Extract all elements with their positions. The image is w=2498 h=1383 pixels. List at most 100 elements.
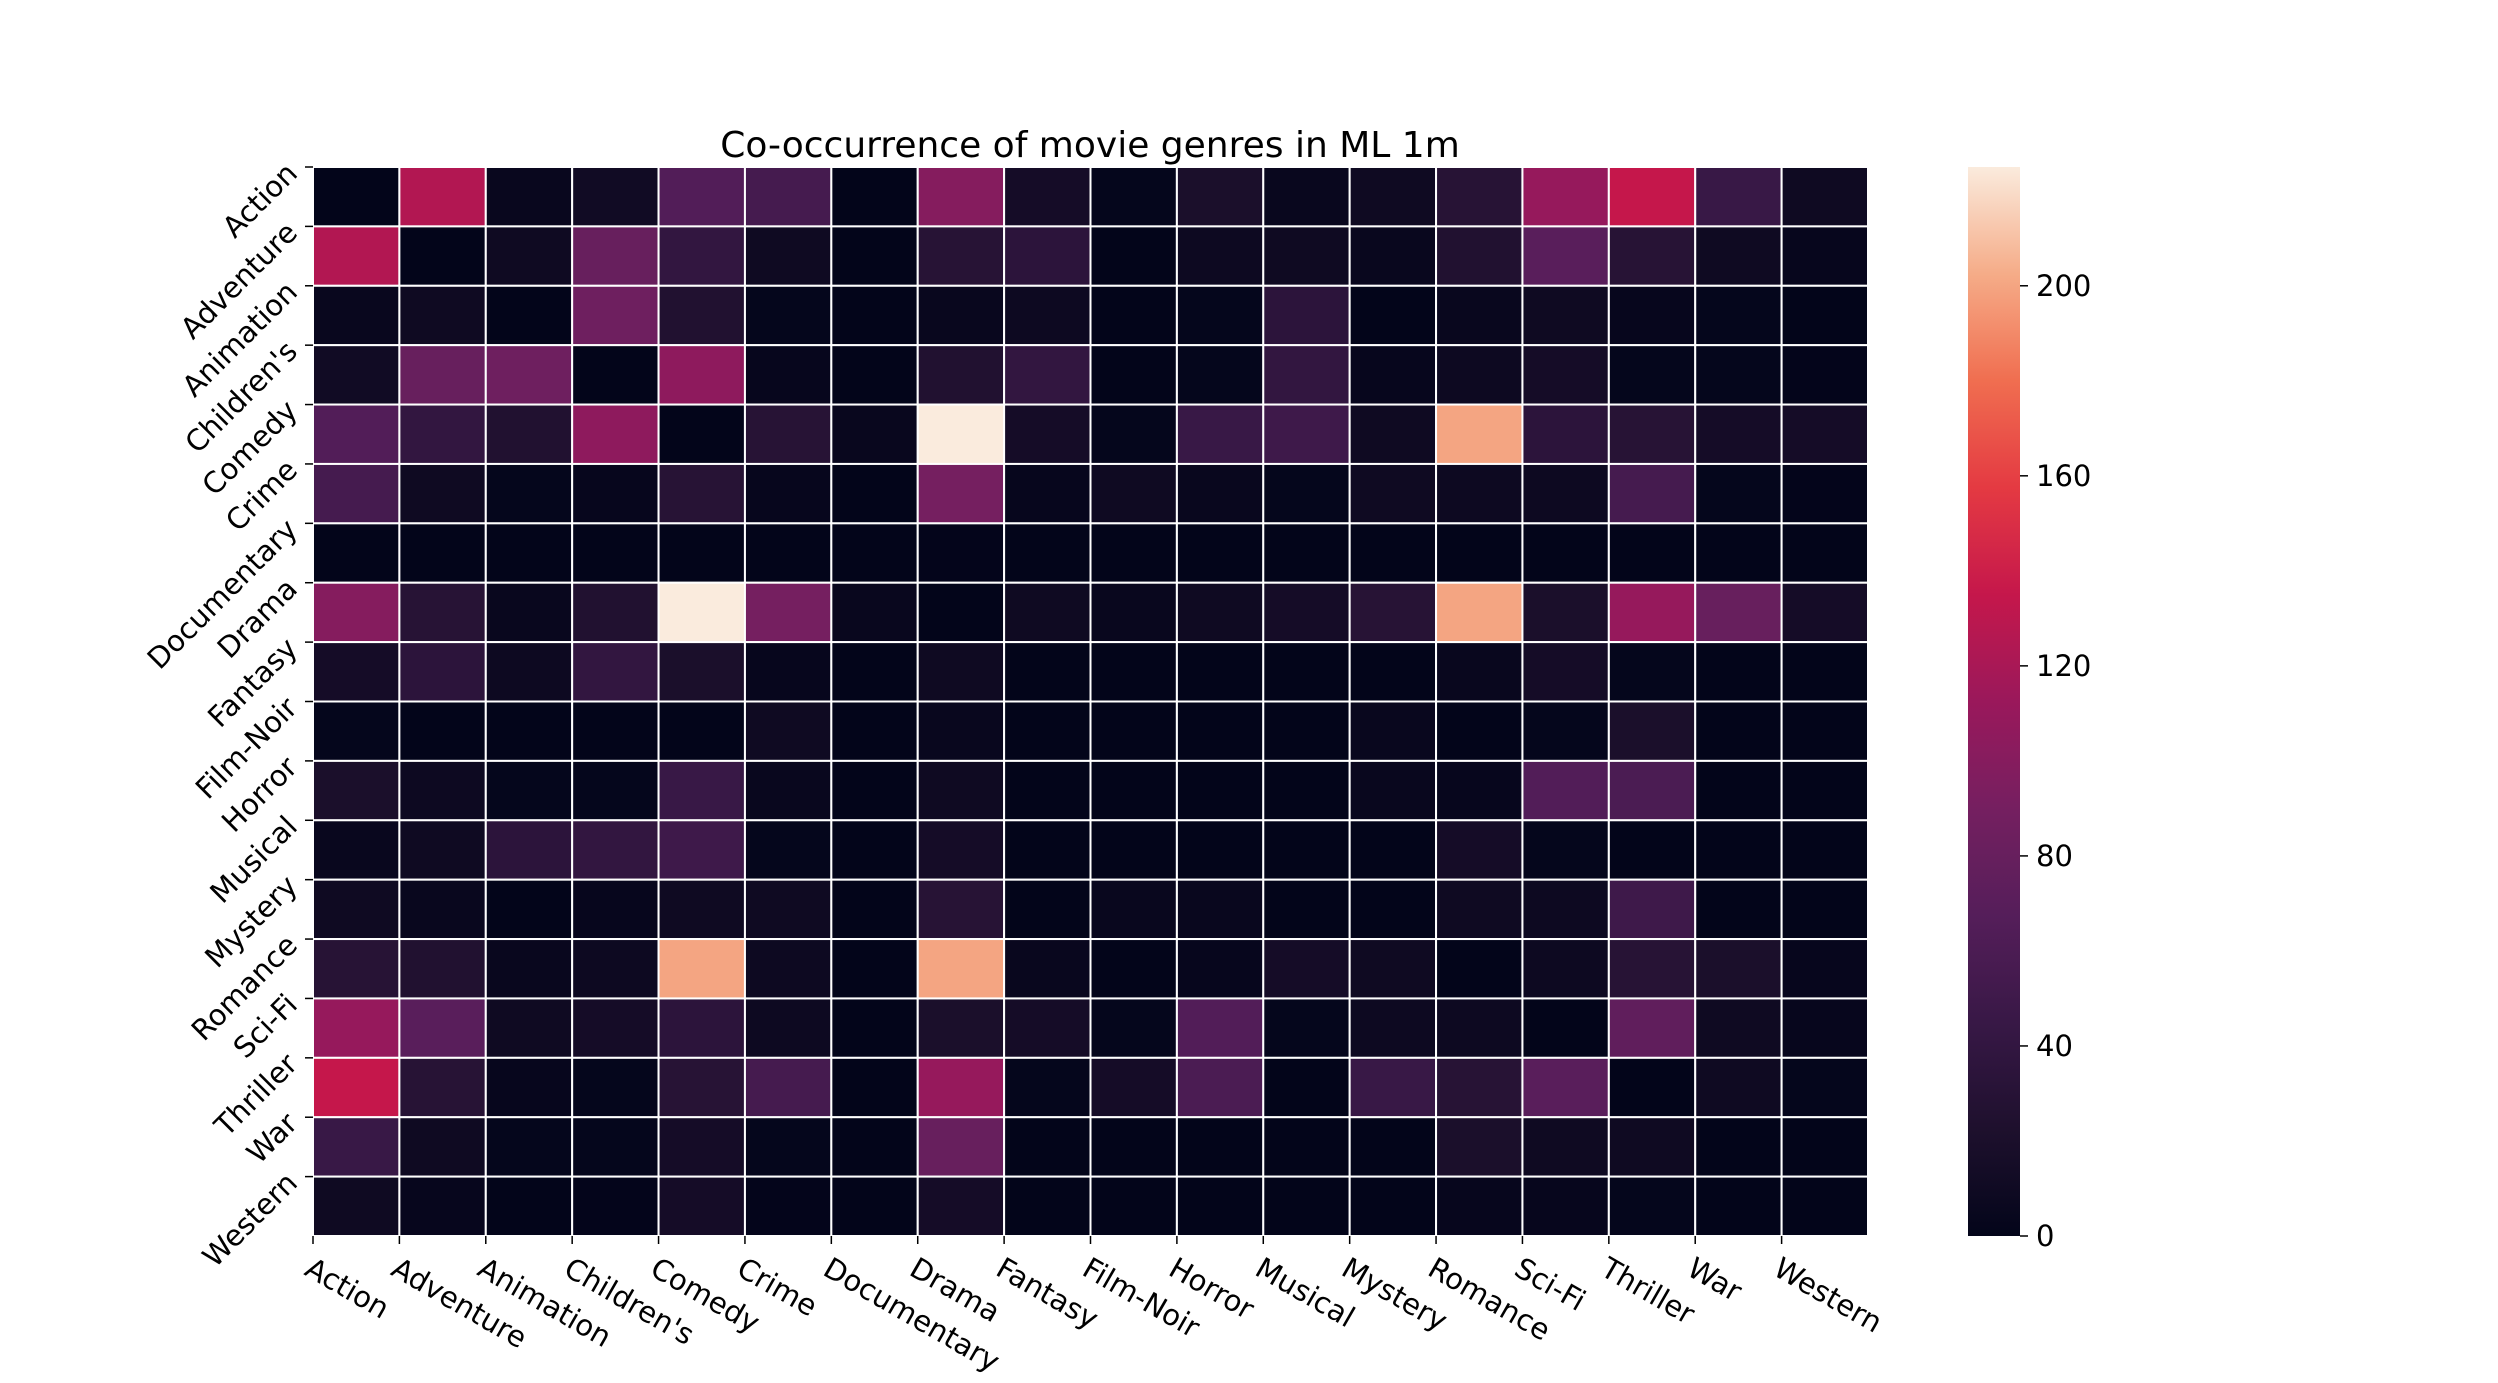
- heatmap-cell: [312, 700, 401, 762]
- heatmap-cell: [1089, 878, 1178, 941]
- heatmap-cell: [657, 1116, 746, 1178]
- heatmap-cell: [1694, 284, 1783, 347]
- heatmap-cell: [1780, 1175, 1869, 1237]
- heatmap-cell: [398, 344, 487, 406]
- heatmap-cell: [1694, 819, 1783, 881]
- heatmap-cell: [1435, 581, 1524, 644]
- heatmap-cell: [1435, 938, 1524, 1000]
- heatmap-cell: [1348, 759, 1438, 822]
- heatmap-cell: [1521, 1056, 1610, 1119]
- heatmap-cell: [1003, 641, 1092, 703]
- heatmap-cell: [1175, 997, 1265, 1059]
- heatmap-cell: [1089, 1056, 1178, 1119]
- heatmap-cell: [571, 522, 660, 584]
- heatmap-cell: [398, 403, 487, 465]
- heatmap-cell: [571, 997, 660, 1059]
- heatmap-cell: [312, 225, 401, 287]
- heatmap-cell: [1089, 462, 1178, 525]
- heatmap-cell: [1521, 700, 1610, 762]
- heatmap-cell: [1521, 581, 1610, 644]
- heatmap-cell: [916, 581, 1006, 644]
- heatmap-cell: [1089, 641, 1178, 703]
- heatmap-cell: [916, 462, 1006, 525]
- heatmap-cell: [1089, 938, 1178, 1000]
- heatmap-cell: [1780, 225, 1869, 287]
- heatmap-cell: [743, 166, 833, 228]
- heatmap-cell: [1607, 284, 1697, 347]
- heatmap-cell: [1089, 225, 1178, 287]
- heatmap-cell: [1175, 878, 1265, 941]
- heatmap-cell: [1435, 641, 1524, 703]
- heatmap-cell: [1089, 284, 1178, 347]
- heatmap-cell: [1435, 462, 1524, 525]
- heatmap-cell: [1607, 700, 1697, 762]
- heatmap-cell: [916, 759, 1006, 822]
- heatmap-cell: [1003, 759, 1092, 822]
- colorbar-tick-label: 40: [2036, 1029, 2073, 1063]
- heatmap-cell: [1694, 997, 1783, 1059]
- heatmap-cell: [484, 1175, 574, 1237]
- heatmap-cell: [571, 403, 660, 465]
- heatmap-cell: [398, 581, 487, 644]
- heatmap-cell: [1003, 225, 1092, 287]
- heatmap-cell: [1521, 938, 1610, 1000]
- heatmap-cell: [1607, 581, 1697, 644]
- heatmap-cell: [1435, 819, 1524, 881]
- x-tick-label: Thriller: [1594, 1250, 1700, 1331]
- heatmap-cell: [1607, 166, 1697, 228]
- heatmap-cell: [1089, 1116, 1178, 1178]
- heatmap-cell: [1262, 225, 1351, 287]
- colorbar-tick-label: 200: [2036, 269, 2091, 303]
- heatmap-cell: [1435, 522, 1524, 584]
- heatmap-cell: [312, 878, 401, 941]
- x-tick-label: Western: [1768, 1251, 1888, 1340]
- heatmap-cell: [398, 759, 487, 822]
- heatmap-cell: [657, 1056, 746, 1119]
- heatmap-cell: [398, 462, 487, 525]
- heatmap-cell: [1175, 1056, 1265, 1119]
- y-tick-label: Western: [196, 1166, 304, 1274]
- heatmap-cell: [1175, 462, 1265, 525]
- heatmap-cell: [1348, 522, 1438, 584]
- heatmap-cell: [1348, 819, 1438, 881]
- heatmap-cell: [1607, 997, 1697, 1059]
- heatmap-cell: [1003, 997, 1092, 1059]
- heatmap-cell: [1780, 166, 1869, 228]
- heatmap-cell: [657, 759, 746, 822]
- heatmap-cell: [1262, 759, 1351, 822]
- heatmap-cell: [830, 1116, 919, 1178]
- heatmap-cell: [1435, 344, 1524, 406]
- heatmap-cell: [398, 225, 487, 287]
- heatmap-cell: [1175, 403, 1265, 465]
- heatmap-cell: [1521, 819, 1610, 881]
- heatmap-cell: [1003, 522, 1092, 584]
- heatmap-cell: [571, 284, 660, 347]
- heatmap-cell: [571, 878, 660, 941]
- heatmap-cell: [1348, 166, 1438, 228]
- heatmap-cell: [1003, 403, 1092, 465]
- heatmap-cell: [1694, 700, 1783, 762]
- heatmap-cell: [1521, 462, 1610, 525]
- heatmap-cell: [1262, 700, 1351, 762]
- heatmap-cell: [484, 938, 574, 1000]
- heatmap-cell: [1435, 166, 1524, 228]
- heatmap-cell: [1521, 166, 1610, 228]
- heatmap-cell: [1694, 938, 1783, 1000]
- heatmap-cell: [398, 700, 487, 762]
- heatmap-cell: [1262, 581, 1351, 644]
- heatmap-cell: [312, 759, 401, 822]
- heatmap-cell: [830, 1056, 919, 1119]
- heatmap-cell: [1694, 462, 1783, 525]
- x-axis: ActionAdventureAnimationChildren'sComedy…: [300, 1236, 1888, 1379]
- heatmap-cell: [398, 284, 487, 347]
- heatmap-cell: [830, 581, 919, 644]
- heatmap-cell: [1694, 344, 1783, 406]
- heatmap-cell: [657, 700, 746, 762]
- heatmap-cell: [571, 700, 660, 762]
- heatmap-cell: [743, 403, 833, 465]
- colorbar-ticks: 0 40 80 120 160 200: [2020, 269, 2091, 1253]
- heatmap-cell: [1694, 403, 1783, 465]
- heatmap-cell: [1521, 225, 1610, 287]
- heatmap-cell: [484, 759, 574, 822]
- heatmap-cell: [1435, 700, 1524, 762]
